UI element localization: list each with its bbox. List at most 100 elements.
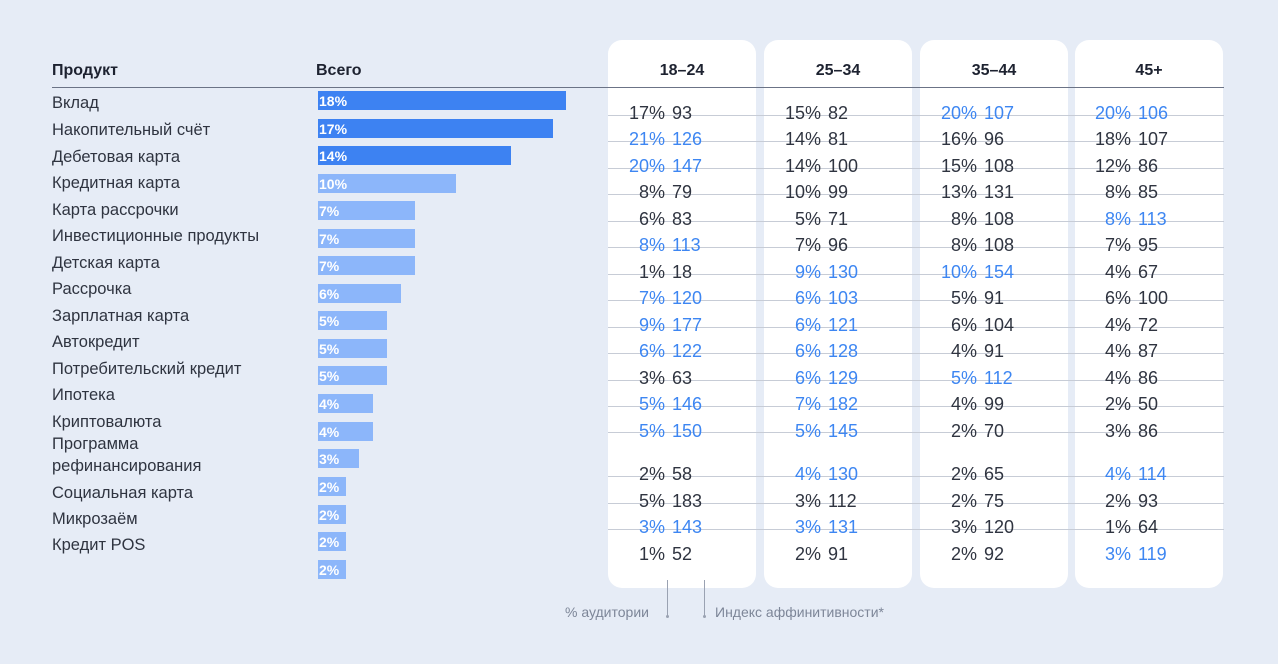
row-divider xyxy=(608,274,1224,275)
age-cell: 4% 72 xyxy=(1094,314,1158,336)
total-bar: 4% xyxy=(318,422,373,441)
total-bar: 5% xyxy=(318,366,387,385)
audience-percent: 20% xyxy=(940,103,977,123)
audience-percent: 3% xyxy=(950,517,977,537)
total-bar: 2% xyxy=(318,505,346,524)
age-cell: 1% 18 xyxy=(628,261,692,283)
total-bar: 4% xyxy=(318,394,373,413)
audience-percent: 5% xyxy=(950,368,977,388)
row-label: Автокредит xyxy=(52,333,140,351)
age-cell: 3% 86 xyxy=(1094,420,1158,442)
age-cell: 6% 103 xyxy=(784,287,858,309)
legend-audience-percent: % аудитории xyxy=(565,604,649,620)
affinity-index: 103 xyxy=(828,288,859,308)
affinity-index: 63 xyxy=(672,368,693,388)
age-cell: 8% 79 xyxy=(628,181,692,203)
audience-percent: 17% xyxy=(628,103,665,123)
age-cell: 7% 95 xyxy=(1094,234,1158,256)
row-label: Потребительский кредит xyxy=(52,360,242,378)
affinity-index: 83 xyxy=(672,209,693,229)
audience-percent: 2% xyxy=(950,464,977,484)
age-cell: 5% 145 xyxy=(784,420,858,442)
audience-percent: 15% xyxy=(940,156,977,176)
audience-percent: 6% xyxy=(794,368,821,388)
affinity-index: 91 xyxy=(828,544,849,564)
audience-percent: 3% xyxy=(1104,421,1131,441)
audience-percent: 2% xyxy=(638,464,665,484)
row-label: Детская карта xyxy=(52,254,160,272)
age-cell: 5% 146 xyxy=(628,393,702,415)
affinity-index: 18 xyxy=(672,262,693,282)
affinity-index: 119 xyxy=(1138,544,1167,564)
total-bar: 2% xyxy=(318,532,346,551)
audience-percent: 2% xyxy=(950,544,977,564)
audience-percent: 20% xyxy=(1094,103,1131,123)
affinity-index: 147 xyxy=(672,156,703,176)
audience-percent: 13% xyxy=(940,182,977,202)
header-age-2: 25–34 xyxy=(815,62,861,79)
age-cell: 8% 108 xyxy=(940,208,1014,230)
audience-percent: 3% xyxy=(638,368,665,388)
audience-percent: 3% xyxy=(1104,544,1131,564)
age-cell: 4% 91 xyxy=(940,340,1004,362)
row-divider xyxy=(608,194,1224,195)
age-cell: 3% 112 xyxy=(784,490,857,512)
audience-percent: 2% xyxy=(1104,394,1131,414)
age-cell: 6% 100 xyxy=(1094,287,1168,309)
audience-percent: 6% xyxy=(1104,288,1131,308)
age-cell: 10% 154 xyxy=(940,261,1014,283)
affinity-index: 71 xyxy=(828,209,849,229)
audience-percent: 8% xyxy=(638,182,665,202)
audience-percent: 7% xyxy=(794,235,821,255)
age-cell: 2% 93 xyxy=(1094,490,1158,512)
audience-percent: 10% xyxy=(784,182,821,202)
affinity-index: 72 xyxy=(1138,315,1159,335)
affinity-index: 183 xyxy=(672,491,703,511)
total-bar: 2% xyxy=(318,477,346,496)
age-cell: 20% 147 xyxy=(628,155,702,177)
audience-percent: 6% xyxy=(950,315,977,335)
age-cell: 2% 65 xyxy=(940,463,1004,485)
age-cell: 3% 119 xyxy=(1094,543,1167,565)
affinity-index: 81 xyxy=(828,129,849,149)
row-divider xyxy=(608,406,1224,407)
affinity-index: 107 xyxy=(984,103,1015,123)
header-product: Продукт xyxy=(52,62,118,79)
age-cell: 1% 64 xyxy=(1094,516,1158,538)
affinity-index: 108 xyxy=(984,235,1015,255)
audience-percent: 2% xyxy=(794,544,821,564)
row-divider xyxy=(608,529,1224,530)
age-cell: 4% 130 xyxy=(784,463,858,485)
audience-percent: 4% xyxy=(1104,262,1131,282)
affinity-index: 113 xyxy=(1138,209,1167,229)
affinity-index: 145 xyxy=(828,421,859,441)
affinity-index: 108 xyxy=(984,209,1015,229)
row-label: Социальная карта xyxy=(52,484,194,502)
audience-percent: 6% xyxy=(794,341,821,361)
age-cell: 8% 85 xyxy=(1094,181,1158,203)
age-cell: 8% 113 xyxy=(1094,208,1167,230)
affinity-index: 79 xyxy=(672,182,693,202)
age-cell: 14% 81 xyxy=(784,128,848,150)
age-cell: 2% 50 xyxy=(1094,393,1158,415)
age-cell: 2% 75 xyxy=(940,490,1004,512)
age-cell: 20% 107 xyxy=(940,102,1014,124)
total-bar: 18% xyxy=(318,91,566,110)
age-cell: 3% 143 xyxy=(628,516,702,538)
row-divider xyxy=(608,168,1224,169)
age-cell: 10% 99 xyxy=(784,181,848,203)
total-bar: 5% xyxy=(318,339,387,358)
audience-percent: 4% xyxy=(1104,464,1131,484)
total-bar: 14% xyxy=(318,146,511,165)
affinity-index: 75 xyxy=(984,491,1005,511)
affinity-index: 106 xyxy=(1138,103,1169,123)
affinity-index: 99 xyxy=(828,182,849,202)
row-divider xyxy=(608,432,1224,433)
age-cell: 5% 71 xyxy=(784,208,848,230)
age-cell: 1% 52 xyxy=(628,543,692,565)
total-bar: 10% xyxy=(318,174,456,193)
affinity-index: 91 xyxy=(984,288,1005,308)
affinity-index: 64 xyxy=(1138,517,1159,537)
row-label: Накопительный счёт xyxy=(52,121,211,139)
age-cell: 7% 96 xyxy=(784,234,848,256)
